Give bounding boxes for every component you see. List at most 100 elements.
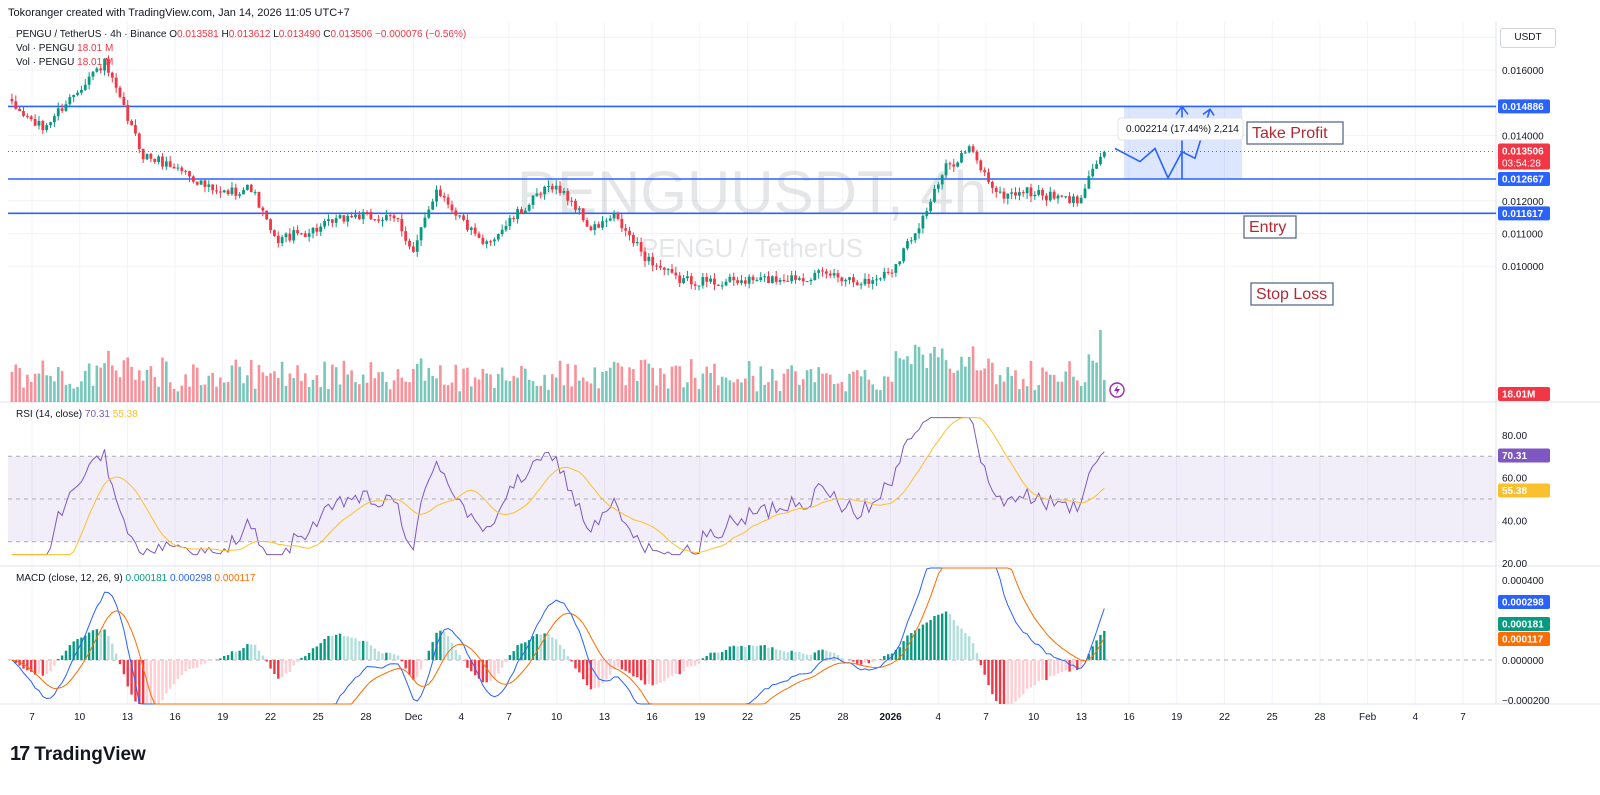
macd-hist-bar [319, 643, 322, 660]
volume-bar [589, 383, 593, 402]
volume-bar [639, 360, 643, 402]
candle-body [693, 284, 697, 286]
time-tick-label: 2026 [879, 712, 902, 723]
time-tick-label: 7 [1460, 712, 1466, 723]
candle-body [828, 273, 832, 276]
macd-hist-bar [674, 660, 678, 674]
macd-hist-bar [49, 660, 52, 671]
price-axis[interactable]: 0.0170000.0160000.0140000.0120000.011000… [1498, 33, 1550, 707]
volume-bar [840, 381, 844, 402]
candle-body [76, 92, 79, 95]
volume-bar [512, 375, 516, 402]
macd-hist-bar [732, 645, 735, 660]
volume-bar [469, 386, 473, 402]
candle-body [1068, 196, 1071, 203]
candle-body [408, 240, 411, 247]
candle-body [238, 194, 242, 196]
volume-bar [825, 373, 828, 402]
macd-hist-bar [578, 660, 581, 673]
projection-drawing[interactable]: 0.002214 (17.44%) 2,214 Take Profit Entry S… [1109, 105, 1344, 398]
macd-hist-bar [516, 645, 519, 660]
candle-body [296, 230, 299, 234]
volume-bar [635, 380, 639, 402]
candle-body [22, 111, 25, 116]
candle-body [257, 191, 261, 208]
macd-legend[interactable]: MACD (close, 12, 26, 9) 0.000181 0.00029… [16, 573, 255, 584]
symbol-legend[interactable]: PENGU / TetherUS · 4h · Binance O0.01358… [16, 29, 466, 40]
volume-bar [983, 368, 986, 402]
measure-label-box [1117, 117, 1244, 141]
volume-bar [180, 385, 184, 402]
volume-bar [848, 373, 851, 402]
macd-hist-bar [122, 660, 126, 675]
volume-bar [203, 384, 207, 402]
volume-bar [940, 348, 944, 402]
candle-body [438, 189, 442, 196]
rsi-tick-label: 80.00 [1502, 431, 1527, 442]
candle-body [423, 217, 427, 228]
volume-bar [466, 367, 469, 402]
candle-body [863, 278, 867, 285]
macd-hist-bar [836, 655, 840, 660]
tradingview-logo[interactable]: 17 TradingView [10, 743, 146, 766]
macd-hist-bar [234, 651, 238, 660]
volume-bar [948, 368, 952, 402]
candle-body [840, 277, 844, 282]
volume-bar [358, 384, 361, 402]
entry-box [1243, 215, 1297, 239]
currency-selector[interactable]: USDT [1500, 28, 1556, 48]
volume-bar [666, 388, 670, 402]
macd-hist-bar [968, 636, 971, 660]
candle-body [963, 152, 967, 154]
volume-bar [875, 389, 878, 402]
candle-body [1041, 189, 1044, 196]
volume-bar [331, 364, 334, 402]
volume-bar [431, 375, 434, 402]
volume-bar [26, 374, 29, 402]
rsi-value: 70.31 [84, 409, 110, 420]
volume-legend-1[interactable]: Vol · PENGU 18.01 M [16, 43, 113, 54]
rsi-legend[interactable]: RSI (14, close) 70.31 55.38 [16, 409, 138, 420]
time-tick-label: 22 [265, 712, 277, 723]
candle-body [80, 89, 83, 93]
candle-body [377, 219, 381, 221]
volume-bar [83, 370, 87, 402]
volume-bar [890, 381, 894, 402]
macd-hist-bar [971, 643, 975, 660]
candle-body [99, 68, 103, 71]
candle-body [1091, 168, 1095, 177]
volume-bar [655, 385, 658, 402]
candle-body [1010, 192, 1014, 194]
candle-body [902, 248, 905, 262]
volume-bar [886, 376, 890, 402]
candle-body [10, 98, 14, 102]
volume-bar [60, 370, 64, 402]
level-tag-take-profit-bg [1498, 99, 1550, 114]
macd-hist-bar [906, 635, 909, 660]
candle-body [481, 237, 485, 244]
volume-bar [632, 369, 635, 402]
candle-body [276, 235, 280, 244]
macd-signal-line [11, 567, 1105, 705]
macd-hist-bar [157, 660, 160, 704]
volume-bar [1064, 371, 1068, 402]
volume-bar [381, 371, 384, 402]
volume-bar [855, 370, 859, 402]
entry-label: Entry [1249, 219, 1286, 236]
volume-bars [10, 330, 1106, 402]
candle-body [786, 280, 790, 282]
bar-countdown: 03:54:28 [1502, 159, 1541, 170]
candle-body [797, 278, 801, 280]
candle-body [523, 210, 527, 214]
macd-hist-bar [327, 635, 330, 660]
time-tick-label: 10 [551, 712, 563, 723]
candle-body [975, 151, 979, 161]
volume-legend-2[interactable]: Vol · PENGU 18.01 M [16, 57, 113, 68]
time-axis[interactable]: 7 10 13 16 19 22 25 28 Dec 4 7 10 13 16 19 22 25 28 2026 4 7… [29, 712, 1466, 723]
macd-hist-bar [346, 636, 349, 660]
macd-hist-bar [551, 637, 554, 660]
candle-body [411, 246, 415, 252]
volume-bar [230, 365, 234, 402]
macd-hist-bar [226, 655, 230, 660]
